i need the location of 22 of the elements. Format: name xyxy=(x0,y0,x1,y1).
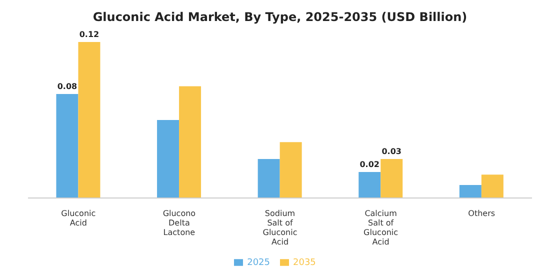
x-tick-label: Glucono Delta Lactone xyxy=(162,209,196,237)
bar xyxy=(56,94,78,198)
bar xyxy=(179,86,202,198)
x-tick-label: Sodium Salt of Gluconic Acid xyxy=(262,209,298,246)
x-tick-label: Gluconic Acid xyxy=(61,209,96,228)
data-label: 0.03 xyxy=(382,147,402,156)
bar xyxy=(459,185,482,198)
x-tick-label: Others xyxy=(468,209,496,218)
bar xyxy=(358,172,381,198)
data-label: 0.12 xyxy=(79,30,100,39)
chart-title: Gluconic Acid Market, By Type, 2025-2035 (USD Billion) xyxy=(92,9,468,26)
bar xyxy=(78,42,100,198)
legend-label: 2025 xyxy=(247,258,270,268)
data-label: 0.02 xyxy=(360,160,380,169)
bar xyxy=(380,159,403,198)
bar xyxy=(481,174,504,198)
data-label: 0.08 xyxy=(57,82,78,91)
x-tick-label: Calcium Salt of Gluconic Acid xyxy=(364,209,398,246)
bar xyxy=(258,159,280,198)
bar xyxy=(280,142,302,198)
bar xyxy=(157,120,180,198)
legend-label: 2035 xyxy=(293,258,316,268)
